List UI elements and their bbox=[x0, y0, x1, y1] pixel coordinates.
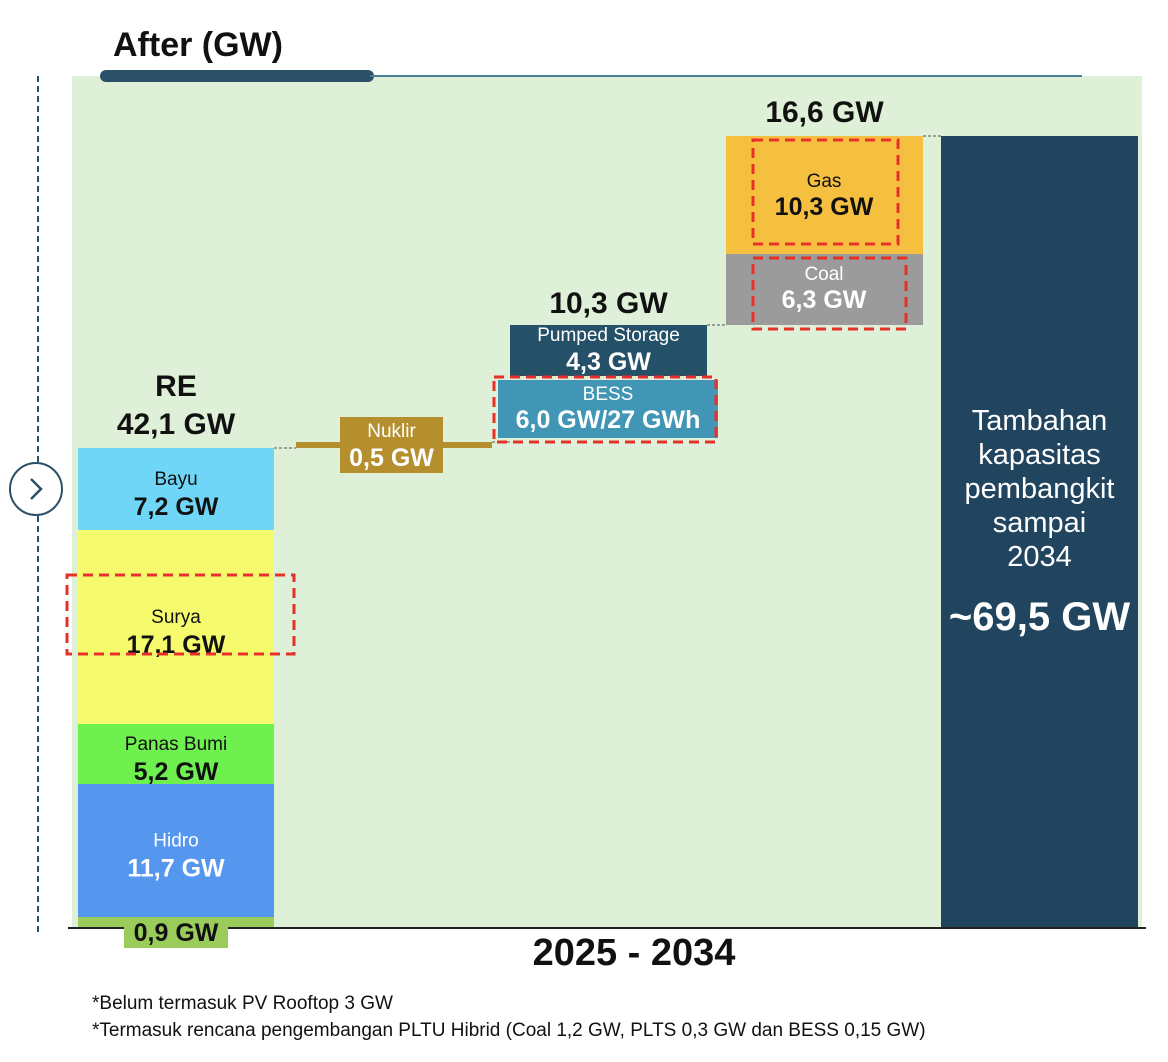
label-pumped-storage: Pumped Storage bbox=[537, 325, 680, 346]
value-hidro: 11,7 GW bbox=[127, 855, 225, 883]
value-panas-bumi: 5,2 GW bbox=[134, 758, 219, 786]
total-text-line-4: sampai bbox=[993, 507, 1087, 539]
label-surya: Surya bbox=[151, 607, 201, 628]
total-text-line-3: pembangkit bbox=[965, 473, 1115, 505]
x-axis-label: 2025 - 2034 bbox=[532, 932, 736, 974]
value-gas: 10,3 GW bbox=[775, 193, 874, 221]
next-slide-button[interactable] bbox=[9, 462, 63, 516]
total-text-line-5: 2034 bbox=[1007, 541, 1072, 573]
value-nuklir: 0,5 GW bbox=[349, 444, 434, 472]
header-accent-bar bbox=[100, 70, 374, 82]
bar-total bbox=[941, 136, 1138, 927]
highlight-surya bbox=[65, 573, 296, 656]
value-pumped-storage: 4,3 GW bbox=[566, 348, 651, 376]
fossil-total-label: 16,6 GW bbox=[765, 96, 884, 129]
bar-surya bbox=[78, 530, 274, 724]
bar-gas bbox=[726, 136, 923, 254]
value-coal: 6,3 GW bbox=[782, 286, 867, 314]
bar-hidro bbox=[78, 784, 274, 917]
chevron-right-icon bbox=[30, 478, 43, 500]
bar-pumped-storage bbox=[510, 325, 707, 376]
label-bayu: Bayu bbox=[154, 469, 197, 490]
value-bess: 6,0 GW/27 GWh bbox=[516, 406, 701, 434]
label-gas: Gas bbox=[807, 171, 842, 192]
bar-coal bbox=[726, 254, 923, 325]
value-bioenergi: 0,9 GW bbox=[134, 919, 219, 947]
label-box-nuklir bbox=[340, 417, 443, 473]
label-nuklir: Nuklir bbox=[367, 421, 416, 442]
label-coal: Coal bbox=[804, 264, 843, 285]
header-rule bbox=[370, 75, 1082, 77]
storage-total-label: 10,3 GW bbox=[549, 287, 668, 320]
total-text-line-2: kapasitas bbox=[978, 439, 1101, 471]
total-text-line-1: Tambahan bbox=[972, 405, 1107, 437]
page-title: After (GW) bbox=[113, 26, 283, 64]
footnote-rooftop: *Belum termasuk PV Rooftop 3 GW bbox=[92, 993, 393, 1014]
label-bess: BESS bbox=[583, 384, 634, 405]
re-total-label: 42,1 GW bbox=[117, 408, 236, 441]
value-bayu: 7,2 GW bbox=[134, 493, 219, 521]
bar-bess bbox=[498, 380, 718, 438]
label-hidro: Hidro bbox=[153, 831, 198, 852]
total-value-label: ~69,5 GW bbox=[949, 595, 1130, 639]
bar-panas-bumi bbox=[78, 724, 274, 784]
label-panas-bumi: Panas Bumi bbox=[125, 734, 227, 755]
highlight-gas bbox=[751, 138, 900, 246]
footnote-hybrid: *Termasuk rencana pengembangan PLTU Hibr… bbox=[92, 1020, 926, 1041]
bar-bayu bbox=[78, 448, 274, 530]
re-group-label: RE bbox=[155, 370, 197, 403]
